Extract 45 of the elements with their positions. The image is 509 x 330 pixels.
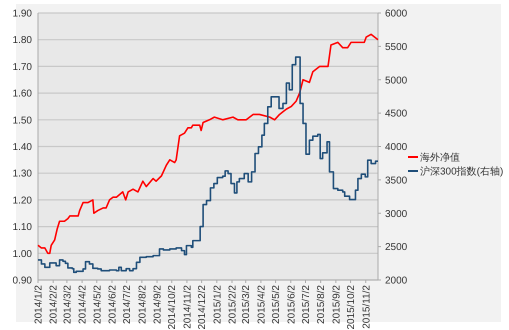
y2-tick-label: 6000: [385, 8, 408, 20]
x-tick-label: 2014/11/2: [182, 284, 194, 329]
y-tick-label: 0.90: [12, 276, 32, 286]
x-tick-label: 2014/7/2: [122, 284, 134, 324]
x-tick-label: 2015/11/2: [361, 284, 372, 329]
x-tick-label: 2014/3/2: [62, 284, 74, 324]
legend-label: 海外净值: [420, 152, 460, 164]
x-tick-label: 2014/8/2: [137, 284, 148, 324]
y2-tick-label: 3000: [385, 208, 408, 220]
y-tick-label: 1.20: [12, 195, 32, 206]
y-tick-label: 1.70: [12, 62, 32, 73]
x-tick-label: 2014/9/2: [152, 284, 164, 324]
x-tick-label: 2015/4/2: [256, 284, 268, 324]
x-tick-label: 2015/3/2: [241, 284, 252, 324]
x-tick-label: 2015/1/2: [212, 284, 224, 324]
legend-label: 沪深300指数(右轴): [420, 166, 504, 178]
x-tick-label: 2015/5/2: [271, 284, 282, 324]
y-tick-label: 1.40: [12, 142, 32, 153]
y-tick-label: 1.90: [12, 8, 32, 20]
x-tick-label: 2014/1/2: [34, 284, 44, 324]
y-tick-label: 1.10: [12, 222, 32, 234]
x-tick-label: 2014/4/2: [78, 284, 89, 324]
x-tick-label: 2014/12/2: [197, 284, 208, 330]
x-tick-label: 2015/2/2: [228, 284, 239, 324]
x-tick-label: 2014/5/2: [92, 284, 104, 324]
y2-tick-label: 5000: [385, 75, 408, 86]
x-tick-label: 2015/8/2: [316, 284, 328, 324]
y-tick-label: 1.80: [12, 35, 32, 46]
y2-tick-label: 3500: [385, 175, 408, 186]
y2-tick-label: 4000: [385, 142, 408, 153]
y-tick-label: 1.30: [12, 168, 32, 180]
x-tick-label: 2015/10/2: [346, 284, 358, 330]
y2-tick-label: 2500: [385, 242, 408, 254]
y-tick-label: 1.50: [12, 115, 32, 126]
x-tick-label: 2015/9/2: [331, 284, 342, 324]
x-tick-label: 2014/2/2: [48, 284, 60, 324]
x-tick-label: 2014/10/2: [167, 284, 178, 330]
y2-tick-label: 5500: [385, 42, 408, 53]
y-tick-label: 1.60: [12, 88, 32, 100]
x-tick-label: 2015/6/2: [286, 284, 298, 324]
y-tick-label: 1.00: [12, 248, 32, 260]
x-tick-label: 2015/7/2: [300, 284, 312, 324]
y2-tick-label: 4500: [385, 108, 408, 120]
x-tick-label: 2014/6/2: [107, 284, 118, 324]
y2-tick-label: 2000: [385, 276, 408, 286]
